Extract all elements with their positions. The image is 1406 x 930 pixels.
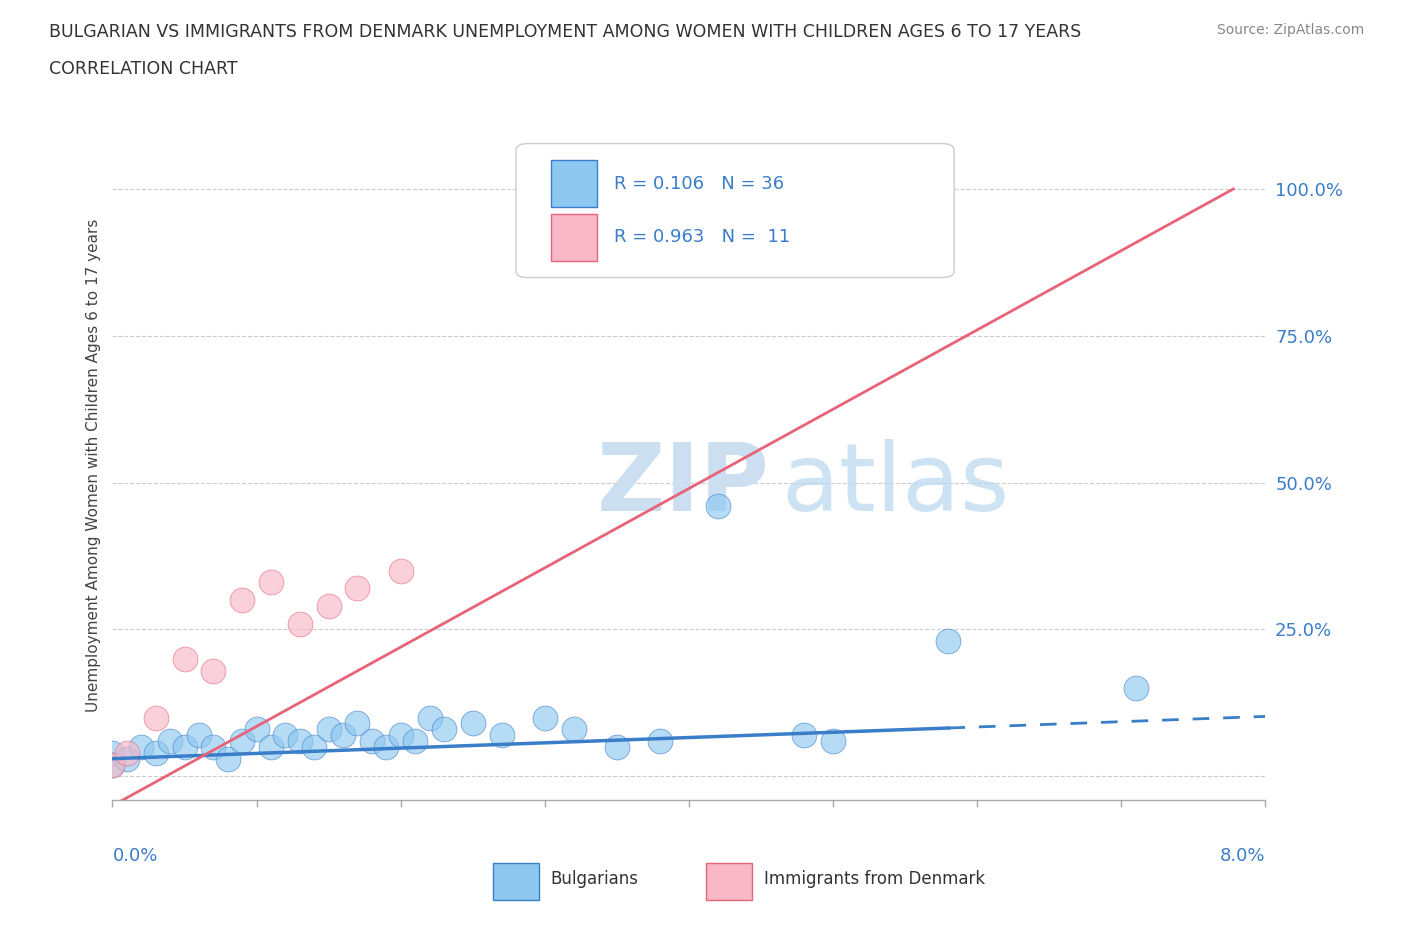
Point xyxy=(260,739,283,754)
Point xyxy=(274,728,297,743)
Text: R = 0.963   N =  11: R = 0.963 N = 11 xyxy=(614,229,790,246)
Point xyxy=(202,739,225,754)
Text: 0.0%: 0.0% xyxy=(112,846,157,865)
Point xyxy=(389,728,412,743)
Point xyxy=(231,592,253,607)
Point xyxy=(288,734,311,749)
FancyBboxPatch shape xyxy=(551,214,596,260)
Point xyxy=(389,564,412,578)
Point xyxy=(346,716,368,731)
Point xyxy=(101,757,124,772)
FancyBboxPatch shape xyxy=(516,143,955,277)
Text: Source: ZipAtlas.com: Source: ZipAtlas.com xyxy=(1216,23,1364,37)
Text: ZIP: ZIP xyxy=(596,439,769,531)
Point xyxy=(318,722,340,737)
FancyBboxPatch shape xyxy=(706,863,752,900)
Point xyxy=(304,739,326,754)
Text: 8.0%: 8.0% xyxy=(1220,846,1265,865)
Point xyxy=(821,734,844,749)
Point xyxy=(404,734,426,749)
FancyBboxPatch shape xyxy=(551,160,596,207)
Y-axis label: Unemployment Among Women with Children Ages 6 to 17 years: Unemployment Among Women with Children A… xyxy=(86,219,101,711)
FancyBboxPatch shape xyxy=(494,863,538,900)
Text: Bulgarians: Bulgarians xyxy=(551,870,638,888)
Point xyxy=(793,728,815,743)
Point xyxy=(173,651,195,666)
Point xyxy=(375,739,398,754)
Point xyxy=(562,722,585,737)
Text: atlas: atlas xyxy=(782,439,1010,531)
Point xyxy=(145,711,167,725)
Point xyxy=(606,739,628,754)
Point xyxy=(433,722,456,737)
Point xyxy=(173,739,195,754)
Text: CORRELATION CHART: CORRELATION CHART xyxy=(49,60,238,78)
Text: Immigrants from Denmark: Immigrants from Denmark xyxy=(763,870,986,888)
Point xyxy=(318,599,340,614)
Point xyxy=(145,745,167,760)
Point xyxy=(246,722,269,737)
Point xyxy=(101,757,124,772)
Point xyxy=(260,575,283,590)
Point xyxy=(231,734,253,749)
Point xyxy=(159,734,181,749)
Point xyxy=(115,745,138,760)
Point xyxy=(217,751,239,766)
Point xyxy=(129,739,153,754)
Point xyxy=(707,498,730,513)
Point xyxy=(533,711,555,725)
Point xyxy=(332,728,354,743)
Point xyxy=(115,751,138,766)
Point xyxy=(461,716,484,731)
Text: R = 0.106   N = 36: R = 0.106 N = 36 xyxy=(614,175,785,193)
Point xyxy=(346,581,368,596)
Point xyxy=(648,734,672,749)
Point xyxy=(1125,681,1147,696)
Point xyxy=(938,633,960,648)
Text: BULGARIAN VS IMMIGRANTS FROM DENMARK UNEMPLOYMENT AMONG WOMEN WITH CHILDREN AGES: BULGARIAN VS IMMIGRANTS FROM DENMARK UNE… xyxy=(49,23,1081,41)
Point xyxy=(491,728,513,743)
Point xyxy=(202,663,225,678)
Point xyxy=(419,711,441,725)
Point xyxy=(288,617,311,631)
Point xyxy=(188,728,211,743)
Point xyxy=(101,745,124,760)
Point xyxy=(360,734,382,749)
